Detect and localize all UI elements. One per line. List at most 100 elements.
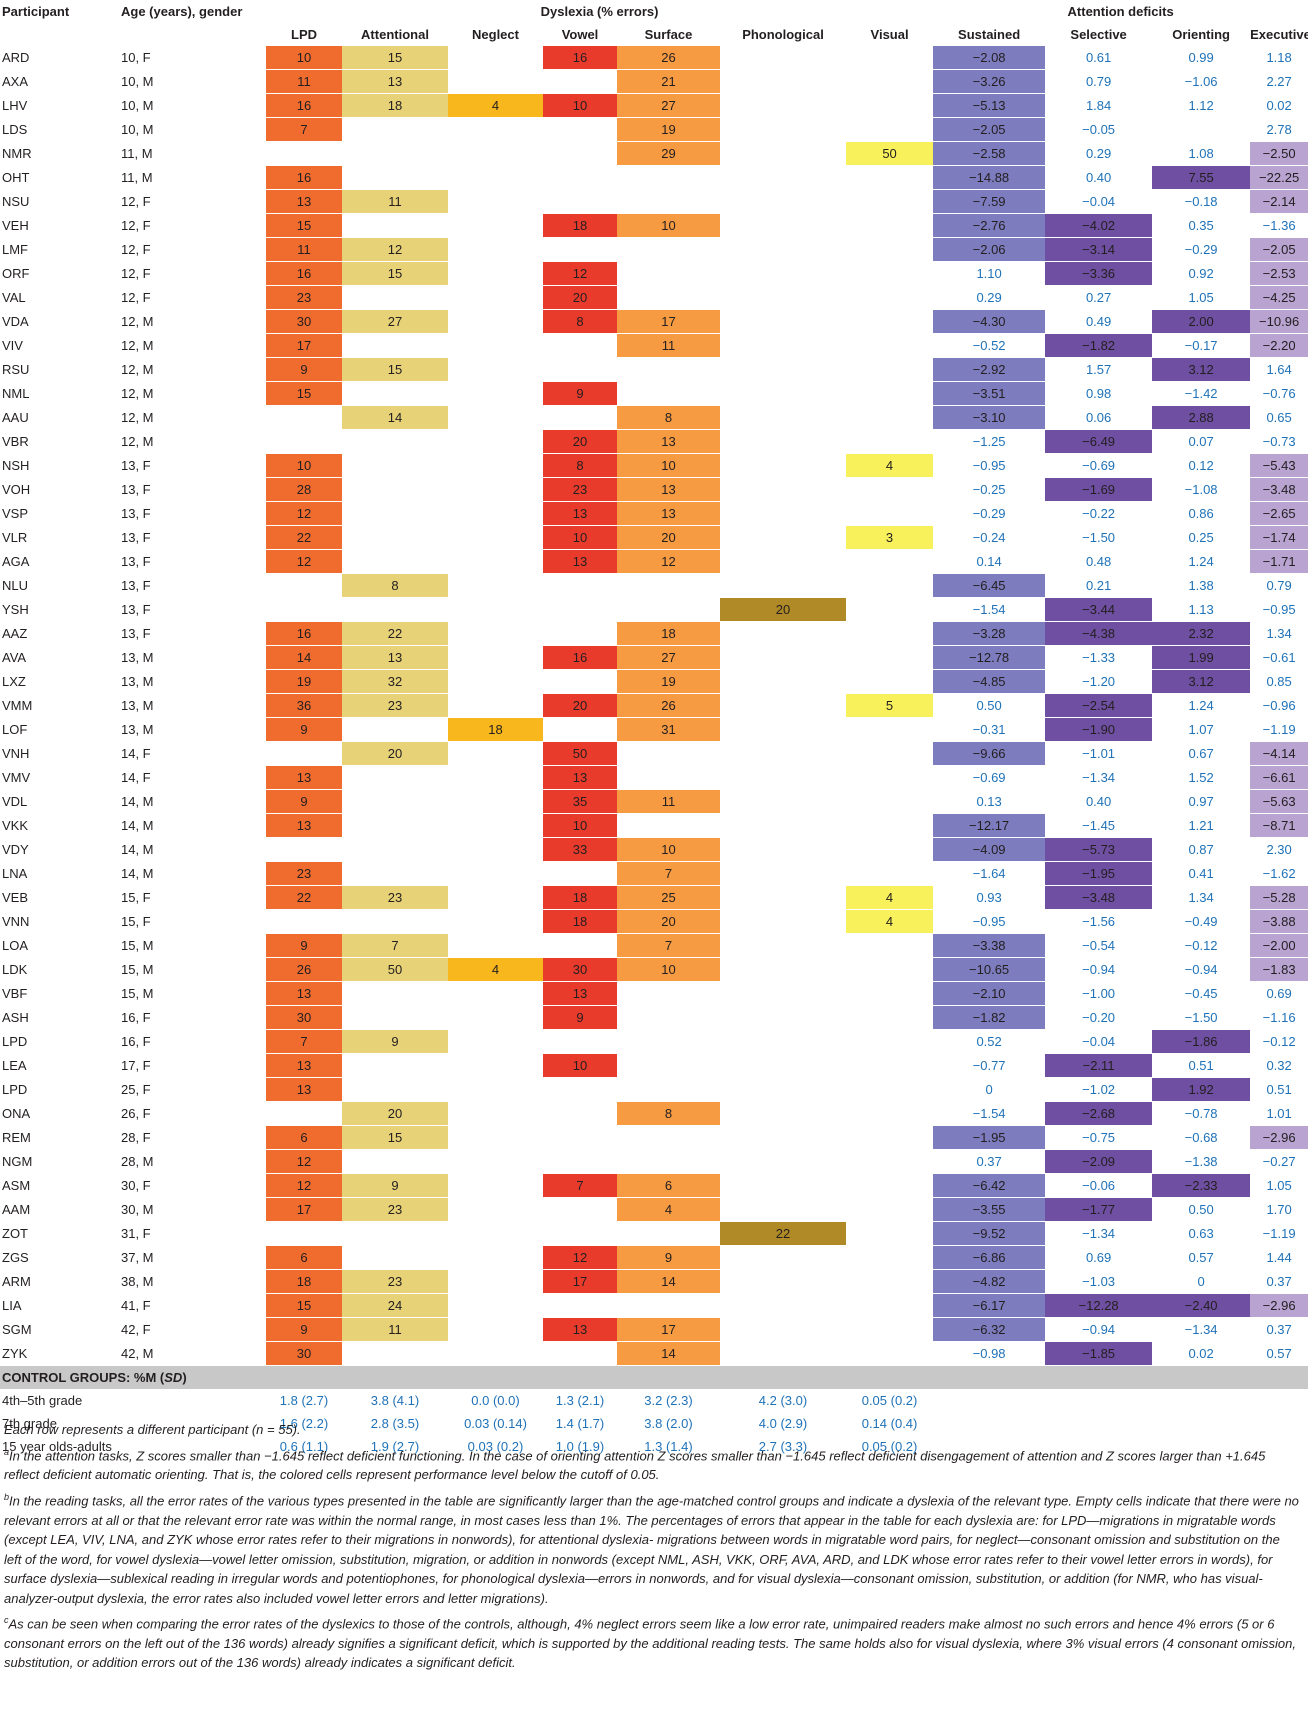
dyslexia-cell-vowel — [543, 861, 617, 886]
participant-id: AXA — [2, 74, 29, 89]
dyslexia-cell-surface: 19 — [617, 117, 720, 142]
dyslexia-cell-phonological — [720, 285, 846, 310]
dyslexia-cell-lpd: 6 — [266, 1245, 342, 1270]
dyslexia-cell-surface — [617, 981, 720, 1006]
attention-cell-executive: −3.88 — [1250, 909, 1308, 934]
dyslexia-cell-surface: 10 — [617, 213, 720, 238]
dyslexia-cell-phonological — [720, 669, 846, 694]
dyslexia-cell-vowel — [543, 333, 617, 358]
table-row: LDK 15, M 26 50 4 30 10 −10.65 −0.94 −0.94 −1.83 — [0, 957, 1308, 982]
table-row: ORF 12, F 16 15 12 1.10 −3.36 0.92 −2.53 — [0, 261, 1308, 286]
attention-cell-selective: 0.40 — [1045, 165, 1153, 190]
dyslexia-cell-neglect: 18 — [448, 717, 543, 742]
attention-cell-sustained: −10.65 — [933, 957, 1046, 982]
dyslexia-cell-visual — [846, 933, 934, 958]
dyslexia-cell-visual — [846, 1077, 934, 1102]
attention-cell-executive: 2.30 — [1250, 837, 1308, 862]
dyslexia-cell-lpd: 9 — [266, 933, 342, 958]
attention-cell-orienting: −1.42 — [1152, 381, 1251, 406]
attention-cell-sustained: 0 — [933, 1077, 1046, 1102]
attention-cell-sustained: −2.05 — [933, 117, 1046, 142]
participant-id: YSH — [2, 602, 29, 617]
attention-cell-executive: −1.62 — [1250, 861, 1308, 886]
dyslexia-cell-phonological — [720, 69, 846, 94]
dyslexia-cell-lpd — [266, 405, 342, 430]
participant-age-gender: 13, M — [121, 674, 154, 689]
attention-cell-selective: −5.73 — [1045, 837, 1153, 862]
attention-cell-executive: −2.14 — [1250, 189, 1308, 214]
dyslexia-cell-surface: 31 — [617, 717, 720, 742]
attention-cell-selective: −2.11 — [1045, 1053, 1153, 1078]
attention-cell-selective: 0.61 — [1045, 46, 1153, 70]
dyslexia-cell-phonological — [720, 1173, 846, 1198]
attention-cell-selective: 0.79 — [1045, 69, 1153, 94]
attention-cell-executive: −0.73 — [1250, 429, 1308, 454]
dyslexia-cell-surface: 26 — [617, 693, 720, 718]
dyslexia-cell-attentional — [342, 1053, 448, 1078]
dyslexia-cell-lpd: 15 — [266, 381, 342, 406]
dyslexia-cell-phonological — [720, 477, 846, 502]
participant-id: VNN — [2, 914, 30, 929]
participant-id: VDY — [2, 842, 29, 857]
dyslexia-cell-attentional — [342, 1245, 448, 1270]
dyslexia-cell-vowel: 12 — [543, 1245, 617, 1270]
dyslexia-cell-attentional — [342, 453, 448, 478]
control-value: 4.2 (3.0) — [758, 1393, 808, 1408]
dyslexia-cell-lpd: 15 — [266, 1293, 342, 1318]
table-row: REM 28, F 6 15 −1.95 −0.75 −0.68 −2.96 — [0, 1125, 1308, 1150]
dyslexia-cell-surface — [617, 261, 720, 286]
dyslexia-cell-vowel: 33 — [543, 837, 617, 862]
control-row: 7th grade 1.6 (2.2) 2.8 (3.5) 0.03 (0.14) 1.… — [0, 1412, 1308, 1435]
dyslexia-cell-lpd: 7 — [266, 117, 342, 142]
attention-cell-sustained: −3.51 — [933, 381, 1046, 406]
participant-age-gender: 14, F — [121, 746, 151, 761]
footnote-b-mark: b — [4, 1491, 10, 1502]
footnote-a: aIn the attention tasks, Z scores smalle… — [4, 1443, 1300, 1485]
dyslexia-cell-surface: 27 — [617, 645, 720, 670]
dyslexia-cell-attentional: 14 — [342, 405, 448, 430]
dyslexia-cell-lpd: 23 — [266, 861, 342, 886]
dyslexia-cell-neglect — [448, 621, 543, 646]
footnote-c-text: As can be seen when comparing the error … — [4, 1616, 1297, 1671]
dyslexia-cell-phonological — [720, 1245, 846, 1270]
participant-id: VOH — [2, 482, 31, 497]
dyslexia-cell-lpd: 30 — [266, 1341, 342, 1366]
table-row: AXA 10, M 11 13 21 −3.26 0.79 −1.06 2.27 — [0, 69, 1308, 94]
header-participant: Participant — [2, 4, 70, 19]
attention-cell-sustained: −0.69 — [933, 765, 1046, 790]
attention-cell-orienting: 1.21 — [1152, 813, 1251, 838]
dyslexia-cell-surface — [617, 597, 720, 622]
dyslexia-cell-phonological — [720, 405, 846, 430]
dyslexia-cell-vowel: 10 — [543, 813, 617, 838]
dyslexia-cell-lpd: 13 — [266, 189, 342, 214]
dyslexia-cell-phonological — [720, 1149, 846, 1174]
dyslexia-cell-surface — [617, 165, 720, 190]
attention-cell-orienting: −0.12 — [1152, 933, 1251, 958]
dyslexia-cell-visual — [846, 957, 934, 982]
dyslexia-cell-visual — [846, 93, 934, 118]
participant-age-gender: 16, F — [121, 1010, 151, 1025]
col-header-lpd: LPD — [291, 27, 317, 42]
attention-cell-selective: −1.33 — [1045, 645, 1153, 670]
dyslexia-cell-neglect — [448, 285, 543, 310]
participant-age-gender: 14, M — [121, 866, 154, 881]
attention-cell-selective: −0.54 — [1045, 933, 1153, 958]
attention-cell-orienting: 3.12 — [1152, 357, 1251, 382]
dyslexia-cell-surface: 13 — [617, 429, 720, 454]
dyslexia-cell-attentional — [342, 549, 448, 574]
participant-id: LEA — [2, 1058, 27, 1073]
dyslexia-cell-lpd: 10 — [266, 453, 342, 478]
attention-cell-orienting: 7.55 — [1152, 165, 1251, 190]
dyslexia-cell-vowel — [543, 117, 617, 142]
participant-id: ZYK — [2, 1346, 28, 1361]
attention-cell-executive: 0.32 — [1250, 1053, 1308, 1078]
dyslexia-cell-lpd: 7 — [266, 1029, 342, 1054]
attention-cell-sustained: −4.09 — [933, 837, 1046, 862]
dyslexia-cell-attentional: 8 — [342, 573, 448, 598]
participant-id: LDK — [2, 962, 28, 977]
participant-age-gender: 10, M — [121, 74, 154, 89]
dyslexia-cell-visual — [846, 621, 934, 646]
footnote-a-mark: a — [4, 1446, 10, 1457]
dyslexia-cell-neglect — [448, 837, 543, 862]
participant-id: ASM — [2, 1178, 31, 1193]
